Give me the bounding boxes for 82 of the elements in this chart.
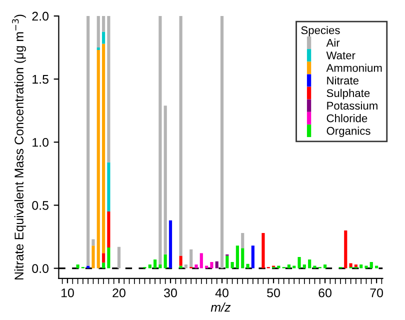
- bar: [107, 16, 110, 162]
- legend-title: Species: [301, 26, 340, 36]
- bar: [96, 50, 100, 268]
- x-tick-label: 50: [267, 288, 280, 298]
- bar: [168, 220, 172, 268]
- bar: [154, 259, 157, 268]
- bar: [226, 256, 229, 268]
- legend-label: Sulphate: [326, 88, 370, 100]
- bar: [107, 247, 110, 268]
- bar: [364, 266, 368, 268]
- x-tick-label: 40: [215, 288, 228, 298]
- bar: [92, 239, 95, 246]
- bar: [287, 264, 291, 268]
- bar: [205, 266, 208, 268]
- bar: [298, 256, 301, 268]
- bar: [76, 264, 80, 268]
- bar: [158, 16, 162, 265]
- bar: [344, 230, 348, 268]
- legend-label: Potassium: [327, 101, 378, 110]
- legend-label: Nitrate: [327, 76, 358, 84]
- bar: [370, 262, 373, 268]
- bar: [262, 232, 265, 268]
- x-tick-label: 10: [61, 288, 74, 298]
- bar: [200, 253, 203, 268]
- bar: [323, 264, 327, 268]
- bar: [107, 162, 110, 212]
- bar: [179, 266, 182, 268]
- bar: [179, 16, 182, 256]
- bar: [86, 266, 90, 268]
- bar: [148, 264, 152, 268]
- x-axis-title: m/z: [210, 302, 231, 312]
- bar: [164, 254, 167, 268]
- bar: [164, 106, 167, 254]
- bar: [179, 256, 182, 266]
- legend-label: Air: [326, 38, 340, 47]
- bar: [96, 16, 100, 48]
- x-tick-label: 20: [112, 288, 126, 298]
- bar: [96, 48, 100, 50]
- bar: [375, 266, 378, 268]
- x-tick-label: 60: [318, 288, 332, 298]
- legend-label: Water: [326, 52, 356, 60]
- bar: [107, 212, 110, 248]
- bar: [241, 248, 244, 268]
- bar: [86, 16, 90, 266]
- bar: [313, 266, 316, 268]
- y-axis-title: Nitrate Equivalent Mass Concentration (μg m$^{−3}$): [12, 14, 26, 280]
- y-tick-label: 1.0: [32, 138, 49, 147]
- bar: [308, 259, 312, 268]
- legend-label: Organics: [326, 126, 370, 137]
- bar: [102, 253, 106, 263]
- bar: [230, 262, 234, 268]
- y-tick-label: 1.5: [32, 75, 48, 84]
- bar: [102, 262, 106, 268]
- x-tick-label: 70: [370, 288, 384, 298]
- y-tick-label: 0.0: [32, 264, 49, 273]
- y-tick-label: 0.5: [32, 201, 48, 210]
- bar: [251, 246, 254, 268]
- bar: [236, 246, 240, 268]
- bar: [190, 249, 193, 268]
- bar: [246, 264, 250, 268]
- bar: [292, 266, 296, 268]
- bar: [215, 261, 218, 268]
- bar: [349, 263, 352, 268]
- bar: [184, 264, 188, 268]
- bar: [158, 264, 162, 268]
- bar: [302, 264, 306, 268]
- bar: [277, 266, 280, 268]
- bar: [194, 264, 198, 268]
- bar: [92, 246, 95, 268]
- bar: [220, 16, 224, 268]
- x-tick-label: 30: [164, 288, 177, 298]
- bar: [102, 44, 106, 254]
- bar: [360, 264, 363, 268]
- bar: [117, 246, 121, 268]
- y-tick-label: 2.0: [32, 12, 49, 21]
- legend-label: Chloride: [326, 114, 368, 122]
- bar: [241, 232, 244, 248]
- bar: [354, 264, 358, 268]
- bar: [102, 32, 106, 44]
- bar: [102, 16, 106, 32]
- legend-label: Ammonium: [326, 64, 382, 72]
- bar: [210, 262, 214, 268]
